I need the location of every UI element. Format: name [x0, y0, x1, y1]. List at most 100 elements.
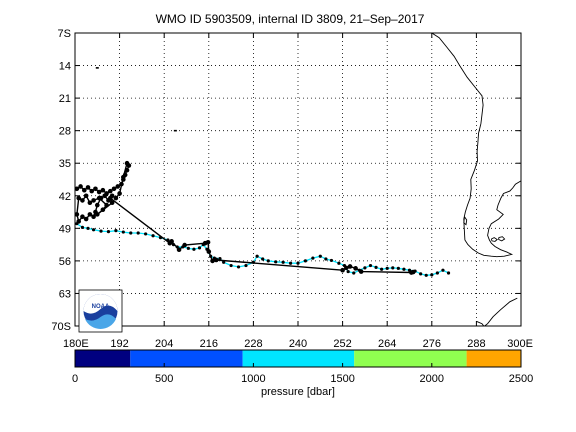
profile-point — [352, 271, 356, 275]
colorbar-tick-label: 0 — [72, 373, 78, 385]
colorbar-band — [354, 350, 467, 367]
profile-point — [91, 198, 96, 203]
profile-point — [91, 228, 96, 232]
profile-point — [106, 229, 111, 234]
profile-point — [113, 195, 119, 201]
colorbar-frame — [74, 349, 522, 368]
coastline-segment — [484, 297, 518, 326]
lon-tick-label: 252 — [333, 338, 351, 350]
colorbar-tick-label: 2000 — [420, 373, 444, 385]
profile-point — [396, 266, 400, 270]
profile-point — [80, 225, 85, 230]
colorbar: 0 500 1000 1500 2000 2500 pressure [dbar] — [72, 349, 533, 398]
profile-point — [324, 257, 328, 261]
profile-point — [419, 272, 423, 276]
colorbar-tick-label: 1500 — [330, 373, 354, 385]
colorbar-band — [242, 350, 355, 367]
profile-point — [176, 247, 182, 253]
profile-point — [229, 263, 233, 268]
profile-point — [197, 246, 202, 250]
colorbar-tick-label: 2500 — [509, 373, 533, 385]
profile-point — [374, 265, 378, 269]
coastline-segment — [490, 237, 498, 242]
profile-point — [410, 269, 416, 275]
profile-point — [76, 219, 82, 224]
profile-point — [288, 261, 293, 265]
profile-point — [424, 273, 428, 277]
lat-tick-label: 49 — [59, 223, 71, 235]
profile-point — [129, 231, 133, 235]
profile-point — [358, 269, 364, 274]
profile-point — [99, 229, 103, 233]
profile-point — [89, 188, 95, 194]
coastline-segment — [476, 320, 485, 326]
profile-point — [114, 229, 118, 233]
coastline-segment — [498, 236, 506, 242]
profile-point — [213, 257, 219, 263]
profile-point — [83, 193, 89, 199]
profile-point — [380, 267, 384, 271]
lat-tick-label: 42 — [59, 191, 71, 203]
coastline-segment — [463, 216, 468, 226]
profile-point — [169, 239, 174, 244]
profile-point — [391, 266, 395, 270]
profile-point — [363, 266, 367, 270]
profile-point — [192, 247, 196, 251]
lon-tick-label: 216 — [200, 338, 218, 350]
lat-tick-label: 14 — [59, 61, 71, 73]
profile-point — [124, 160, 130, 166]
colorbar-tick-label: 500 — [155, 373, 173, 385]
lon-tick-label: 204 — [155, 338, 173, 350]
profile-point — [86, 226, 90, 230]
profile-point — [274, 260, 278, 264]
lat-tick-label: 21 — [59, 93, 71, 105]
profile-point — [329, 258, 334, 263]
profile-point — [236, 265, 241, 269]
profile-point — [111, 186, 117, 192]
coastline — [431, 33, 521, 326]
profile-point — [158, 236, 163, 240]
profile-point — [206, 249, 212, 254]
grid-lines — [75, 33, 521, 326]
profile-point — [93, 186, 98, 192]
profile-point — [266, 259, 270, 263]
profile-point — [85, 185, 91, 190]
lat-tick-label: 28 — [59, 126, 71, 138]
lat-tick-label: 70S — [51, 321, 71, 333]
profile-point — [281, 260, 285, 264]
profile-point — [210, 258, 215, 264]
profile-point — [182, 242, 187, 248]
colorbar-band — [466, 350, 521, 367]
profile-point — [303, 259, 308, 263]
profile-point — [119, 181, 124, 187]
profile-point — [209, 254, 213, 258]
lat-tick-label: 35 — [59, 158, 71, 170]
lat-tick-label: 7S — [58, 28, 71, 40]
colorbar-bands — [75, 350, 521, 367]
profile-point — [87, 200, 93, 206]
profile-point — [346, 269, 350, 274]
lon-tick-label: 240 — [289, 338, 307, 350]
colorbar-band — [130, 350, 243, 367]
profile-point — [100, 187, 106, 193]
profile-point — [261, 257, 265, 261]
profile-point — [80, 198, 85, 203]
profile-point — [96, 189, 102, 195]
profile-point — [222, 260, 226, 264]
lat-tick-label: 63 — [59, 288, 71, 300]
profile-point — [446, 271, 451, 275]
profile-point — [441, 268, 445, 272]
profile-point — [251, 260, 255, 264]
profile-point — [95, 212, 100, 217]
profile-point — [255, 254, 259, 258]
profile-point — [318, 254, 322, 258]
lon-tick-label: 192 — [110, 338, 128, 350]
profile-point — [171, 243, 176, 247]
profile-point — [218, 256, 222, 261]
profile-point — [91, 214, 96, 220]
profile-point — [83, 216, 89, 222]
profile-point — [136, 231, 140, 235]
profile-point — [76, 195, 82, 201]
float-trajectory — [75, 67, 451, 277]
